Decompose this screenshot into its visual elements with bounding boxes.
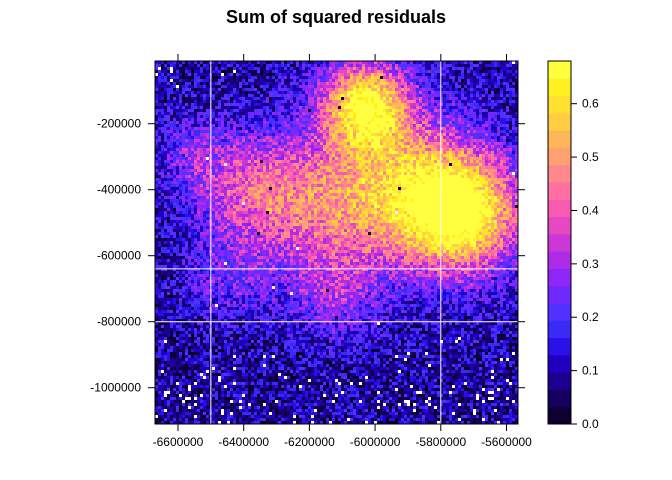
- colorbar-tick-label: 0.5: [582, 150, 599, 164]
- colorbar-tick-label: 0.6: [582, 97, 599, 111]
- colorbar-swatch: [548, 320, 571, 339]
- plot-frame: [154, 60, 519, 425]
- y-tick-label: -1000000: [90, 381, 141, 395]
- x-tick-label: -6400000: [218, 435, 269, 449]
- colorbar-swatch: [548, 389, 571, 408]
- colorbar-swatch: [548, 147, 571, 166]
- x-tick-label: -6000000: [350, 435, 401, 449]
- colorbar-swatch: [548, 285, 571, 304]
- colorbar-swatch: [548, 303, 571, 321]
- x-axis: -6600000 -6400000 -6200000 -6000000 -5800000…: [153, 54, 532, 449]
- colorbar-swatch: [548, 182, 571, 200]
- y-tick-label: -600000: [97, 249, 141, 263]
- colorbar-swatch: [548, 199, 571, 218]
- colorbar-swatch: [548, 78, 571, 97]
- colorbar-swatch: [548, 130, 571, 148]
- colorbar-swatch: [548, 112, 571, 131]
- y-tick-label: -200000: [97, 117, 141, 131]
- colorbar-tick-label: 0.0: [582, 417, 599, 431]
- x-tick-label: -6200000: [284, 435, 335, 449]
- chart-title: Sum of squared residuals: [226, 7, 446, 27]
- colorbar-swatch: [548, 354, 571, 373]
- colorbar-swatch: [548, 337, 571, 356]
- colorbar-tick-label: 0.4: [582, 203, 599, 217]
- colorbar-swatch: [548, 216, 571, 235]
- x-tick-label: -5600000: [481, 435, 532, 449]
- colorbar-swatch: [548, 95, 571, 114]
- x-tick-label: -5800000: [415, 435, 466, 449]
- colorbar-tick-label: 0.1: [582, 364, 599, 378]
- colorbar: 0.0 0.1 0.2 0.3 0.4 0.5 0.6: [547, 60, 599, 431]
- colorbar-tick-label: 0.3: [582, 257, 599, 271]
- colorbar-swatch: [548, 372, 571, 390]
- x-tick-label: -6600000: [153, 435, 204, 449]
- colorbar-swatch: [548, 406, 571, 425]
- y-tick-label: -800000: [97, 315, 141, 329]
- colorbar-swatch: [548, 268, 571, 287]
- colorbar-swatch: [548, 164, 571, 183]
- colorbar-swatch: [548, 61, 571, 79]
- grid-lines: [155, 61, 518, 424]
- y-tick-label: -400000: [97, 183, 141, 197]
- colorbar-tick-label: 0.2: [582, 310, 599, 324]
- colorbar-swatch: [548, 233, 571, 252]
- y-axis: -200000 -400000 -600000 -800000 -1000000: [90, 117, 525, 395]
- colorbar-swatch: [548, 251, 571, 269]
- heatmap-raster: [155, 61, 518, 424]
- colorbar-frame: [547, 60, 572, 425]
